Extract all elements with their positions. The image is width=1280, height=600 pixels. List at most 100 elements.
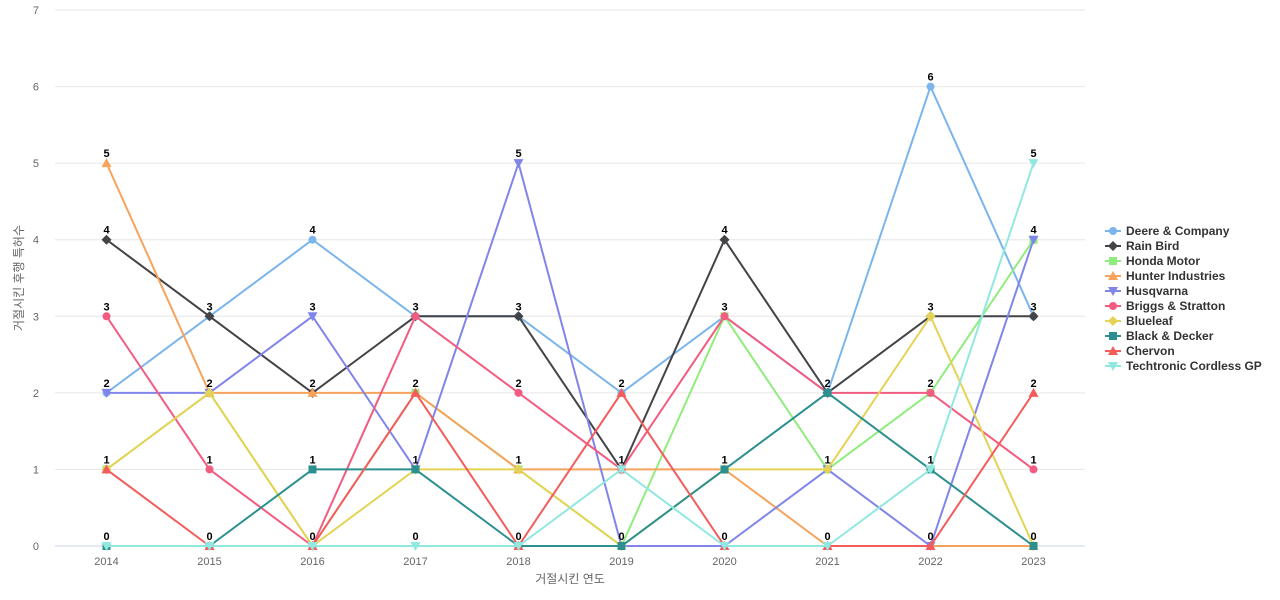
data-point-marker[interactable] [719,542,730,551]
legend-label: Hunter Industries [1126,269,1226,283]
data-label: 3 [309,301,315,313]
data-point-marker[interactable] [1028,311,1039,322]
data-point-marker[interactable] [101,388,112,398]
legend-item[interactable]: Honda Motor [1105,254,1200,268]
legend-marker [1109,302,1117,310]
data-point-marker[interactable] [617,542,626,550]
data-label: 1 [618,454,624,466]
data-point-marker[interactable] [925,311,936,322]
legend-item[interactable]: Blueleaf [1105,314,1174,328]
data-point-marker[interactable] [410,542,421,551]
data-point-marker[interactable] [719,234,730,245]
data-point-marker[interactable] [101,234,112,245]
data-label: 6 [927,72,933,84]
data-label: 3 [206,301,212,313]
series-group [101,159,1039,551]
y-tick-label: 1 [33,464,39,476]
data-point-marker[interactable] [102,312,111,321]
data-point-marker[interactable] [513,311,524,322]
data-label: 1 [824,454,830,466]
data-label: 1 [515,454,521,466]
data-label: 3 [515,301,521,313]
legend-item[interactable]: Chervon [1105,344,1175,358]
legend-item[interactable]: Rain Bird [1105,239,1179,253]
legend-marker [1109,257,1117,265]
x-tick-label: 2021 [815,556,839,568]
y-tick-label: 5 [33,158,39,170]
data-point-marker[interactable] [307,312,318,322]
series-line[interactable] [105,391,1035,547]
y-tick-label: 6 [33,82,39,94]
data-point-marker[interactable] [616,465,627,475]
legend-item[interactable]: Briggs & Stratton [1105,299,1225,313]
legend-item[interactable]: Techtronic Cordless GP [1105,359,1262,373]
data-point-marker[interactable] [411,312,420,321]
data-point-marker[interactable] [204,387,215,398]
data-point-marker[interactable] [307,542,318,551]
data-point-marker[interactable] [822,464,833,475]
data-label: 0 [721,531,727,543]
data-label: 1 [1030,454,1036,466]
series-line[interactable] [105,162,1035,547]
data-label: 2 [618,378,624,390]
legend-label: Honda Motor [1126,254,1200,268]
legend-item[interactable]: Hunter Industries [1105,269,1226,283]
data-label: 5 [1030,148,1036,160]
data-point-marker[interactable] [926,82,935,91]
legend-item[interactable]: Husqvarna [1105,284,1188,298]
data-point-marker[interactable] [101,464,112,474]
legend-marker [1108,316,1118,326]
data-label: 0 [206,531,212,543]
legend-marker [1109,227,1117,235]
data-point-marker[interactable] [1028,235,1039,245]
data-label: 3 [927,301,933,313]
x-tick-label: 2016 [300,556,324,568]
legend-label: Blueleaf [1126,314,1174,328]
data-label: 3 [103,301,109,313]
data-label: 3 [721,301,727,313]
data-point-marker[interactable] [204,542,215,551]
data-point-marker[interactable] [1028,387,1039,397]
data-point-marker[interactable] [205,465,214,474]
data-point-marker[interactable] [1029,542,1038,550]
data-point-marker[interactable] [308,235,317,244]
data-point-marker[interactable] [410,387,421,397]
data-point-marker[interactable] [411,465,420,474]
data-point-marker[interactable] [101,158,112,168]
data-point-marker[interactable] [925,465,936,475]
x-tick-label: 2018 [506,556,530,568]
data-point-marker[interactable] [513,159,524,169]
data-label: 2 [412,378,418,390]
data-point-marker[interactable] [1028,159,1039,169]
x-axis-title: 거절시킨 연도 [535,572,605,586]
data-point-marker[interactable] [616,387,627,397]
legend-item[interactable]: Black & Decker [1105,329,1214,343]
data-point-marker[interactable] [822,542,833,551]
data-point-marker[interactable] [925,541,936,550]
data-label: 1 [206,454,212,466]
data-point-marker[interactable] [307,387,318,397]
data-label: 2 [515,378,521,390]
series-line[interactable] [105,162,1035,547]
data-point-marker[interactable] [720,465,729,474]
data-point-marker[interactable] [513,464,524,475]
legend-label: Techtronic Cordless GP [1126,359,1262,373]
data-point-marker[interactable] [514,388,523,397]
data-label: 1 [927,454,933,466]
data-point-marker[interactable] [926,388,935,397]
legend-label: Black & Decker [1126,329,1214,343]
data-point-marker[interactable] [308,465,317,474]
legend-item[interactable]: Deere & Company [1105,224,1230,238]
data-point-marker[interactable] [513,542,524,551]
data-point-marker[interactable] [204,311,215,322]
data-point-marker[interactable] [101,542,112,551]
data-label: 5 [515,148,521,160]
legend-label: Husqvarna [1126,284,1188,298]
data-point-marker[interactable] [1029,465,1038,474]
legend-label: Chervon [1126,344,1175,358]
data-point-marker[interactable] [720,312,729,321]
data-point-marker[interactable] [823,388,832,397]
x-tick-label: 2014 [94,556,118,568]
